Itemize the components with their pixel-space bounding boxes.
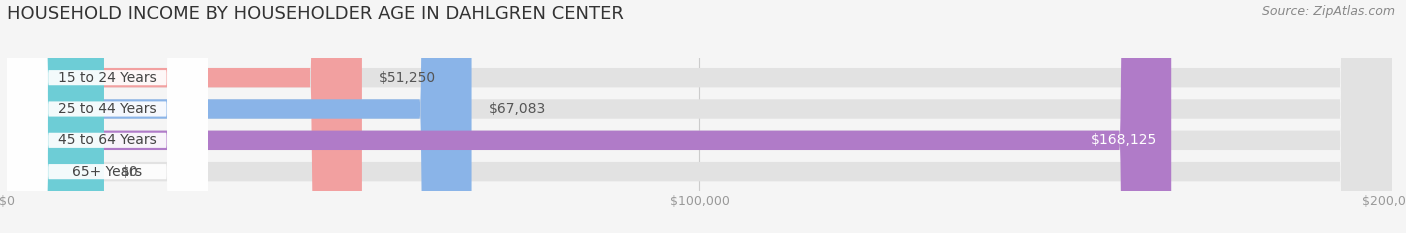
FancyBboxPatch shape (7, 0, 208, 233)
FancyBboxPatch shape (7, 0, 1392, 233)
FancyBboxPatch shape (7, 0, 1171, 233)
FancyBboxPatch shape (7, 0, 1392, 233)
Text: 65+ Years: 65+ Years (72, 165, 142, 179)
Text: Source: ZipAtlas.com: Source: ZipAtlas.com (1261, 5, 1395, 18)
Text: 15 to 24 Years: 15 to 24 Years (58, 71, 157, 85)
FancyBboxPatch shape (7, 0, 1392, 233)
Text: 25 to 44 Years: 25 to 44 Years (58, 102, 156, 116)
Text: $0: $0 (121, 165, 139, 179)
Text: $51,250: $51,250 (380, 71, 436, 85)
Text: $168,125: $168,125 (1091, 133, 1157, 147)
Text: $67,083: $67,083 (489, 102, 546, 116)
FancyBboxPatch shape (7, 0, 361, 233)
FancyBboxPatch shape (7, 0, 208, 233)
Text: HOUSEHOLD INCOME BY HOUSEHOLDER AGE IN DAHLGREN CENTER: HOUSEHOLD INCOME BY HOUSEHOLDER AGE IN D… (7, 5, 624, 23)
FancyBboxPatch shape (7, 0, 104, 233)
Text: 45 to 64 Years: 45 to 64 Years (58, 133, 157, 147)
FancyBboxPatch shape (7, 0, 471, 233)
FancyBboxPatch shape (7, 0, 208, 233)
FancyBboxPatch shape (7, 0, 208, 233)
FancyBboxPatch shape (7, 0, 1392, 233)
